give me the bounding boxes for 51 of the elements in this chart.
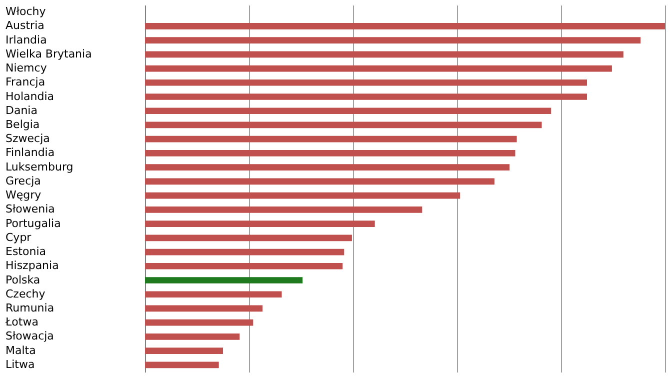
bar bbox=[145, 220, 375, 227]
y-tick-label: Słowacja bbox=[6, 330, 54, 343]
bar bbox=[145, 122, 542, 128]
bar bbox=[145, 192, 460, 199]
bar bbox=[145, 248, 344, 256]
bar bbox=[145, 234, 352, 242]
y-tick-label: Francja bbox=[6, 76, 46, 89]
bar bbox=[145, 262, 343, 270]
bar bbox=[145, 136, 517, 142]
y-tick-label: Dania bbox=[6, 104, 38, 117]
y-tick-label: Niemcy bbox=[6, 62, 48, 75]
y-tick-label: Luksemburg bbox=[6, 160, 74, 174]
bar bbox=[145, 65, 612, 72]
y-tick-label: Portugalia bbox=[6, 216, 61, 230]
y-tick-label: Włochy bbox=[6, 5, 46, 18]
bar bbox=[145, 291, 282, 298]
y-tick-label: Holandia bbox=[6, 90, 54, 103]
bar bbox=[145, 206, 422, 213]
y-tick-label: Finlandia bbox=[6, 146, 55, 160]
y-tick-label: Polska bbox=[6, 273, 40, 286]
bar bbox=[145, 22, 665, 30]
bar bbox=[145, 334, 240, 340]
bar bbox=[145, 51, 624, 58]
bar bbox=[145, 277, 303, 284]
y-tick-label: Estonia bbox=[6, 245, 46, 258]
bar bbox=[145, 319, 254, 326]
y-tick-label: Czechy bbox=[6, 287, 46, 300]
y-tick-label: Grecja bbox=[6, 174, 41, 188]
bar bbox=[145, 164, 510, 171]
y-tick-label: Malta bbox=[6, 344, 36, 357]
bar bbox=[145, 348, 223, 354]
y-tick-label: Łotwa bbox=[4, 316, 38, 329]
y-tick-label: Rumunia bbox=[6, 301, 54, 314]
bar bbox=[145, 305, 263, 312]
bar bbox=[145, 362, 219, 368]
bar bbox=[145, 79, 587, 86]
bar bbox=[145, 108, 552, 114]
bar bbox=[145, 37, 641, 44]
y-tick-label: Hiszpania bbox=[6, 259, 59, 272]
y-tick-label: Belgia bbox=[6, 118, 40, 131]
bar bbox=[145, 94, 587, 100]
y-tick-label: Wielka Brytania bbox=[6, 47, 92, 60]
y-tick-label: Austria bbox=[6, 19, 44, 32]
bar bbox=[145, 150, 516, 156]
y-tick-label: Węgry bbox=[6, 188, 42, 202]
y-tick-label: Słowenia bbox=[6, 202, 55, 216]
bar bbox=[145, 178, 494, 185]
y-tick-label: Szwecja bbox=[6, 132, 50, 146]
y-tick-label: Irlandia bbox=[6, 33, 47, 46]
y-tick-label: Litwa bbox=[6, 358, 35, 371]
y-tick-label: Cypr bbox=[6, 230, 32, 244]
